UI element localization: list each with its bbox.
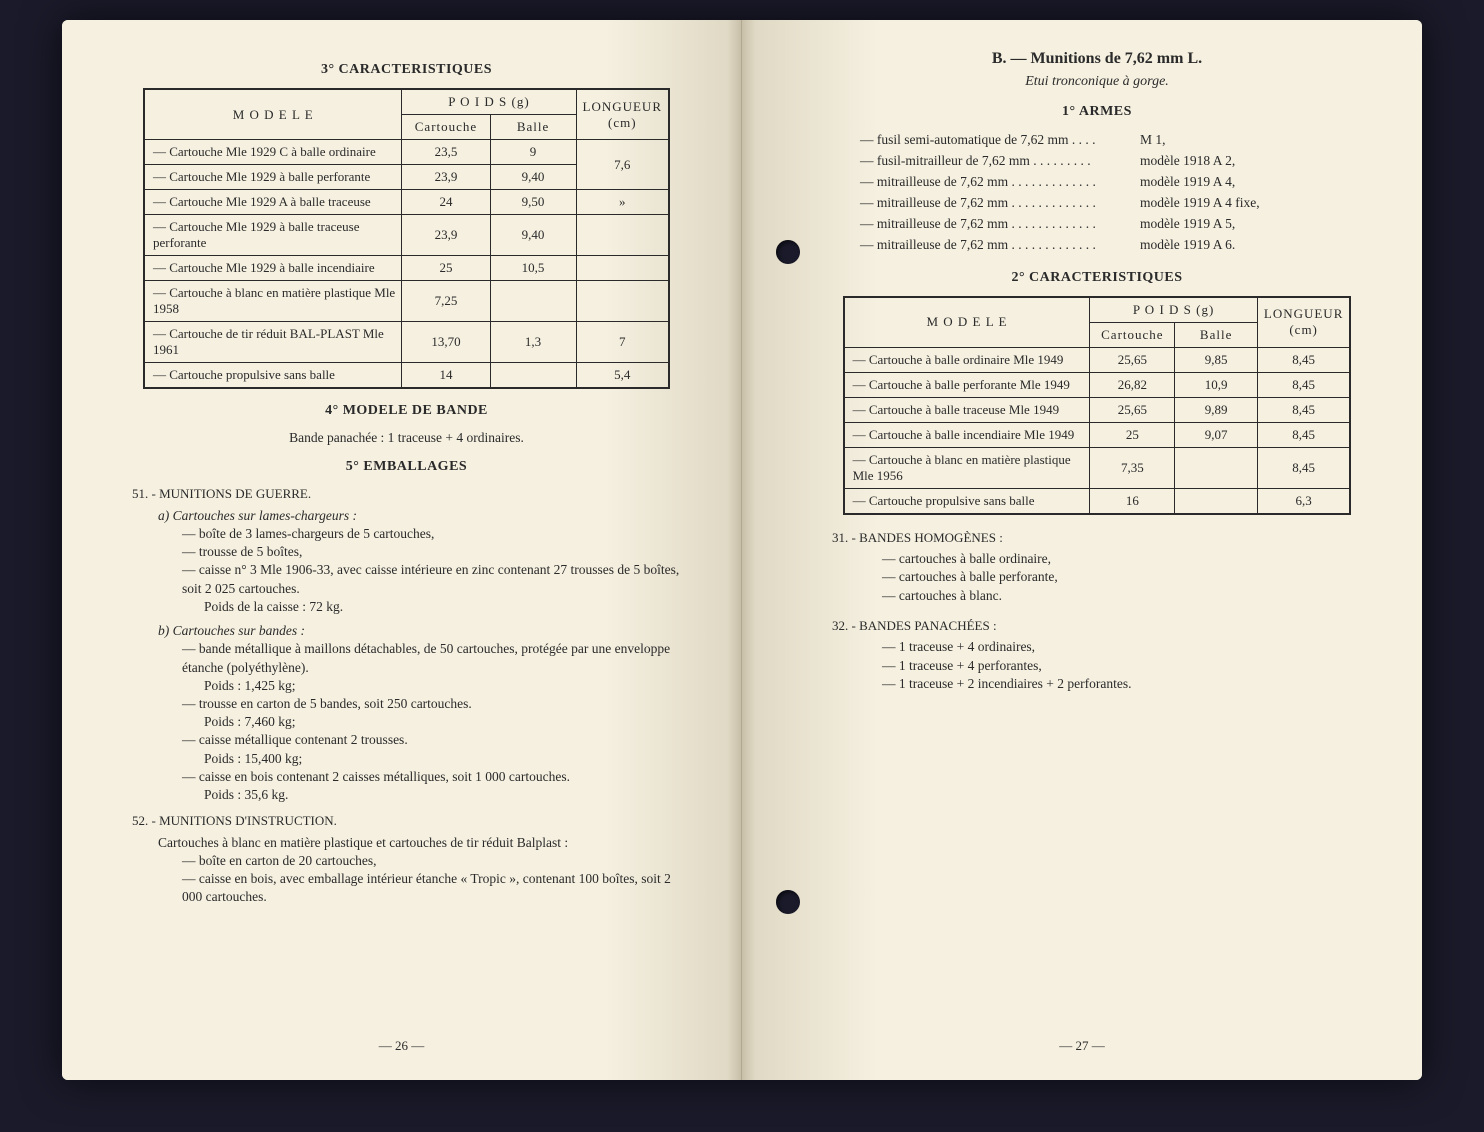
list-item: — 1 traceuse + 4 ordinaires, [832, 638, 1362, 656]
list-item: — boîte de 3 lames-chargeurs de 5 cartou… [132, 525, 681, 543]
list-item: — mitrailleuse de 7,62 mm . . . . . . . … [860, 172, 1362, 193]
th-cartouche: Cartouche [1101, 327, 1163, 342]
open-book: 3° CARACTERISTIQUES M O D E L E P O I D … [62, 20, 1422, 1080]
list-item: — 1 traceuse + 2 incendiaires + 2 perfor… [832, 675, 1362, 693]
table-row: — Cartouche à balle incendiaire Mle 1949… [844, 422, 1351, 447]
table-row: — Cartouche de tir réduit BAL-PLAST Mle … [144, 322, 669, 363]
list-item: — 1 traceuse + 4 perforantes, [832, 657, 1362, 675]
list-item: — boîte en carton de 20 cartouches, [132, 852, 681, 870]
list-item: Poids : 35,6 kg. [132, 786, 681, 804]
list-item: Poids : 1,425 kg; [132, 677, 681, 695]
page-number-left: — 26 — [62, 1038, 741, 1054]
section-1-title: 1° ARMES [832, 104, 1362, 120]
list-item: — mitrailleuse de 7,62 mm . . . . . . . … [860, 193, 1362, 214]
table-row: — Cartouche à balle ordinaire Mle 194925… [844, 347, 1351, 372]
page-number-right: — 27 — [742, 1038, 1422, 1054]
th-balle: Balle [1200, 327, 1232, 342]
table-row: — Cartouche Mle 1929 A à balle traceuse2… [144, 190, 669, 215]
section-4-text: Bande panachée : 1 traceuse + 4 ordinair… [132, 429, 681, 447]
list-item: — caisse en bois, avec emballage intérie… [132, 870, 681, 906]
list-item: Poids de la caisse : 72 kg. [132, 598, 681, 616]
th-poids: P O I D S (g) [448, 94, 530, 109]
list-item: — fusil-mitrailleur de 7,62 mm . . . . .… [860, 151, 1362, 172]
list-item: — caisse n° 3 Mle 1906-33, avec caisse i… [132, 561, 681, 597]
section-4-title: 4° MODELE DE BANDE [132, 403, 681, 419]
p52-heading: 52. - MUNITIONS D'INSTRUCTION. [132, 812, 681, 830]
table-row: — Cartouche propulsive sans balle145,4 [144, 363, 669, 389]
table-row: — Cartouche à blanc en matière plastique… [144, 281, 669, 322]
list-item: — fusil semi-automatique de 7,62 mm . . … [860, 130, 1362, 151]
armes-list: — fusil semi-automatique de 7,62 mm . . … [860, 130, 1362, 256]
list-item: Poids : 15,400 kg; [132, 750, 681, 768]
binder-hole-icon [776, 240, 800, 264]
section-3-title: 3° CARACTERISTIQUES [132, 62, 681, 78]
table-row: — Cartouche propulsive sans balle166,3 [844, 488, 1351, 514]
th-cartouche: Cartouche [415, 119, 477, 134]
p52-lead: Cartouches à blanc en matière plastique … [132, 834, 681, 852]
section-5-title: 5° EMBALLAGES [132, 459, 681, 475]
list-item: — cartouches à balle ordinaire, [832, 550, 1362, 568]
table-row: — Cartouche à balle perforante Mle 19492… [844, 372, 1351, 397]
list-item: — cartouches à blanc. [832, 587, 1362, 605]
binder-hole-icon [776, 890, 800, 914]
list-item: — bande métallique à maillons détachable… [132, 640, 681, 676]
subtitle: Etui tronconique à gorge. [832, 74, 1362, 90]
list-item: — mitrailleuse de 7,62 mm . . . . . . . … [860, 235, 1362, 256]
list-item: Poids : 7,460 kg; [132, 713, 681, 731]
p32-heading: 32. - BANDES PANACHÉES : [832, 617, 1362, 635]
table-row: — Cartouche à blanc en matière plastique… [844, 447, 1351, 488]
table-row: — Cartouche à balle traceuse Mle 194925,… [844, 397, 1351, 422]
table-row: — Cartouche Mle 1929 à balle incendiaire… [144, 256, 669, 281]
th-modele: M O D E L E [233, 107, 314, 122]
page-left: 3° CARACTERISTIQUES M O D E L E P O I D … [62, 20, 742, 1080]
list-item: — caisse métallique contenant 2 trousses… [132, 731, 681, 749]
list-item: — cartouches à balle perforante, [832, 568, 1362, 586]
table-row: — Cartouche Mle 1929 C à balle ordinaire… [144, 140, 669, 165]
th-balle: Balle [517, 119, 549, 134]
table-caracteristiques-left: M O D E L E P O I D S (g) LONGUEUR (cm) … [143, 88, 670, 389]
main-title: B. — Munitions de 7,62 mm L. [832, 50, 1362, 68]
page-right: B. — Munitions de 7,62 mm L. Etui tronco… [742, 20, 1422, 1080]
table2-body: — Cartouche à balle ordinaire Mle 194925… [844, 347, 1351, 514]
list-item: — mitrailleuse de 7,62 mm . . . . . . . … [860, 214, 1362, 235]
th-longueur: LONGUEUR (cm) [1264, 306, 1344, 337]
th-longueur: LONGUEUR (cm) [583, 99, 663, 130]
th-modele: M O D E L E [926, 314, 1007, 329]
p51a-heading: a) Cartouches sur lames-chargeurs : [132, 507, 681, 525]
p51b-heading: b) Cartouches sur bandes : [132, 622, 681, 640]
list-item: — trousse en carton de 5 bandes, soit 25… [132, 695, 681, 713]
table1-body: — Cartouche Mle 1929 C à balle ordinaire… [144, 140, 669, 389]
list-item: — caisse en bois contenant 2 caisses mét… [132, 768, 681, 786]
list-item: — trousse de 5 boîtes, [132, 543, 681, 561]
p51-heading: 51. - MUNITIONS DE GUERRE. [132, 485, 681, 503]
section-2-title: 2° CARACTERISTIQUES [832, 270, 1362, 286]
th-poids: P O I D S (g) [1133, 302, 1215, 317]
p31-heading: 31. - BANDES HOMOGÈNES : [832, 529, 1362, 547]
table-row: — Cartouche Mle 1929 à balle traceuse pe… [144, 215, 669, 256]
table-caracteristiques-right: M O D E L E P O I D S (g) LONGUEUR (cm) … [843, 296, 1352, 515]
